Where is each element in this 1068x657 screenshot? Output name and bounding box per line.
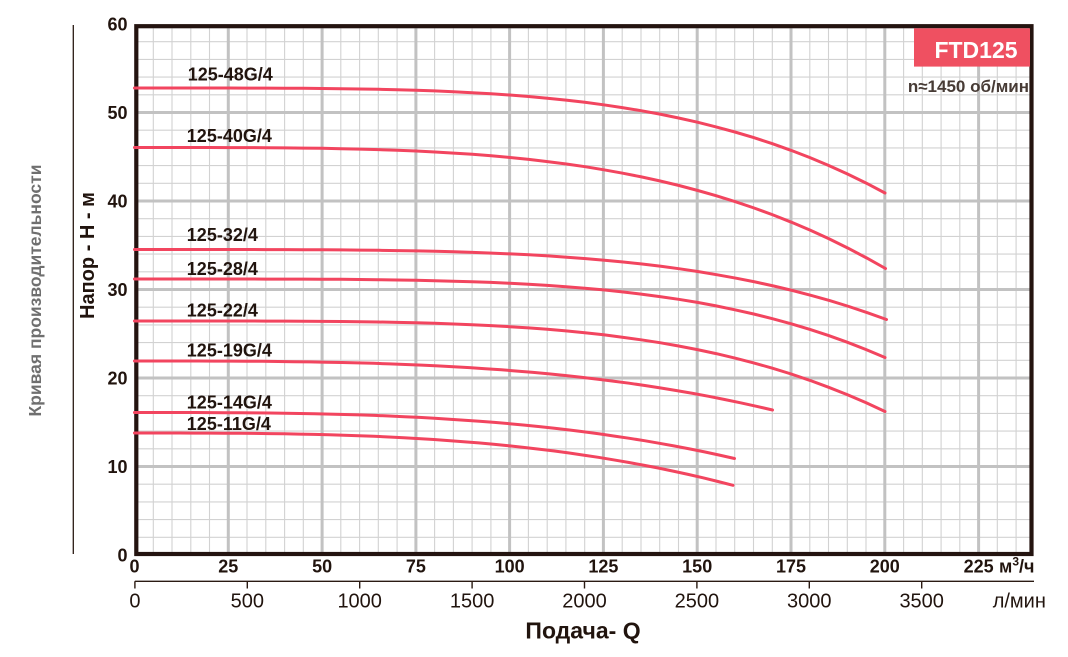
svg-text:n≈1450 об/мин: n≈1450 об/мин (908, 77, 1029, 96)
svg-text:40: 40 (107, 192, 127, 212)
svg-text:3500: 3500 (899, 591, 944, 613)
svg-text:25: 25 (218, 557, 238, 577)
svg-text:0: 0 (129, 557, 139, 577)
svg-text:Кривая производительности: Кривая производительности (25, 165, 45, 417)
svg-text:150: 150 (682, 557, 712, 577)
svg-text:2500: 2500 (675, 591, 720, 613)
svg-text:225: 225 (964, 557, 994, 577)
svg-text:500: 500 (231, 591, 264, 613)
svg-text:125: 125 (588, 557, 618, 577)
svg-text:60: 60 (107, 15, 127, 35)
svg-text:75: 75 (406, 557, 426, 577)
svg-text:125-40G/4: 125-40G/4 (187, 126, 272, 146)
svg-text:Подача- Q: Подача- Q (525, 618, 640, 644)
svg-text:м3/ч: м3/ч (999, 555, 1034, 577)
svg-text:125-32/4: 125-32/4 (187, 225, 258, 245)
svg-text:FTD125: FTD125 (934, 37, 1017, 63)
svg-text:200: 200 (870, 557, 900, 577)
svg-text:2000: 2000 (562, 591, 607, 613)
svg-text:125-14G/4: 125-14G/4 (187, 393, 272, 413)
svg-text:л/мин: л/мин (993, 591, 1046, 613)
svg-text:125-22/4: 125-22/4 (187, 301, 258, 321)
svg-text:0: 0 (129, 591, 140, 613)
svg-text:0: 0 (117, 546, 127, 566)
svg-text:125-11G/4: 125-11G/4 (187, 414, 271, 434)
svg-text:175: 175 (776, 557, 806, 577)
svg-text:125-48G/4: 125-48G/4 (188, 65, 273, 85)
svg-text:Напор - H - м: Напор - H - м (77, 192, 99, 319)
svg-text:10: 10 (107, 457, 127, 477)
svg-text:100: 100 (495, 557, 525, 577)
svg-text:1000: 1000 (337, 591, 382, 613)
svg-text:1500: 1500 (450, 591, 495, 613)
svg-text:3000: 3000 (787, 591, 832, 613)
svg-text:20: 20 (107, 369, 127, 389)
svg-text:50: 50 (107, 103, 127, 123)
svg-text:30: 30 (107, 280, 127, 300)
svg-text:125-28/4: 125-28/4 (187, 259, 258, 279)
svg-text:50: 50 (312, 557, 332, 577)
svg-text:125-19G/4: 125-19G/4 (187, 341, 272, 361)
